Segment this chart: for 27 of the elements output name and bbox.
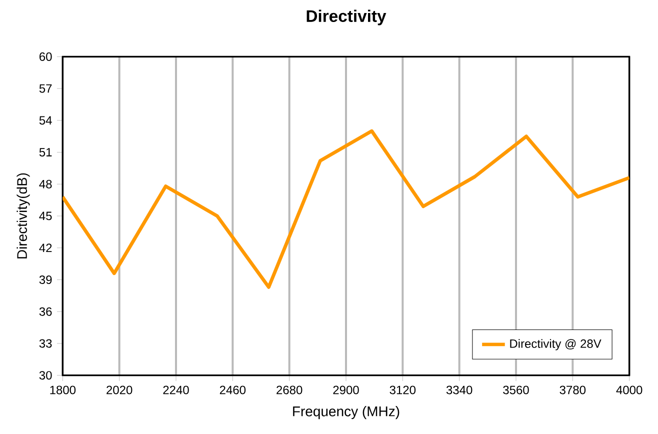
x-tick-label: 2680: [276, 386, 302, 394]
x-tick-label: 3780: [560, 386, 586, 394]
y-axis-title: Directivity(dB): [16, 173, 30, 258]
y-tick-label: 48: [39, 180, 52, 188]
y-tick-label: 54: [39, 116, 52, 125]
x-tick-label: 1800: [50, 386, 76, 394]
x-tick-label: 3560: [503, 386, 529, 394]
x-tick-label: 2460: [220, 386, 246, 394]
chart-title: Directivity: [306, 10, 386, 26]
line-series: [62, 129, 630, 289]
y-tick-label: 51: [39, 148, 52, 156]
x-tick-label: 2020: [106, 386, 132, 394]
y-tick-label: 45: [39, 212, 52, 220]
legend-label: Directivity @ 28V: [510, 339, 602, 350]
y-tick-label: 36: [39, 307, 52, 316]
x-tick-label: 2240: [163, 386, 189, 394]
y-tick-label: 42: [39, 244, 52, 252]
y-tick-label: 33: [39, 339, 52, 348]
y-tick-label: 57: [39, 84, 52, 93]
x-axis-title: Frequency (MHz): [293, 406, 400, 420]
y-tick-label: 39: [39, 275, 52, 284]
x-tick-label: 3120: [390, 386, 416, 394]
x-tick-label: 4000: [616, 386, 642, 394]
x-tick-label: 3340: [446, 386, 472, 394]
y-tick-label: 60: [40, 52, 52, 61]
x-tick-label: 2900: [333, 386, 359, 394]
y-tick-label: 30: [39, 371, 52, 380]
